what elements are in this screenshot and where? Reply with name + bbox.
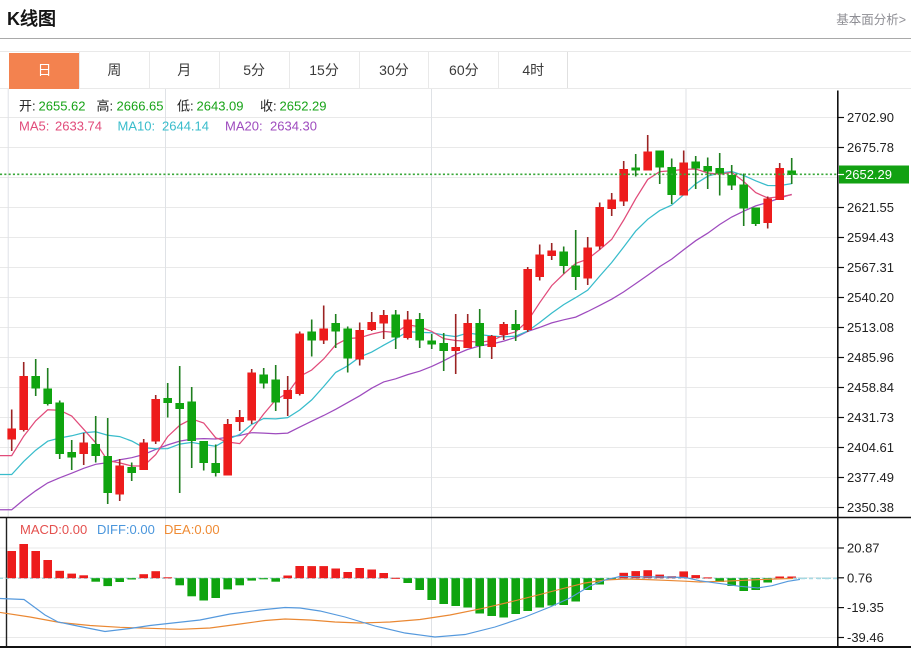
svg-text:2540.20: 2540.20 <box>847 290 894 305</box>
svg-text:2652.29: 2652.29 <box>280 99 327 114</box>
svg-text:高:: 高: <box>97 99 114 114</box>
svg-text:2431.73: 2431.73 <box>847 410 894 425</box>
svg-text:2652.29: 2652.29 <box>845 167 892 182</box>
svg-text:0.76: 0.76 <box>847 570 872 585</box>
svg-text:2644.14: 2644.14 <box>162 119 209 134</box>
svg-text:收:: 收: <box>260 99 277 114</box>
svg-text:2666.65: 2666.65 <box>117 99 164 114</box>
svg-text:MA10:: MA10: <box>118 119 156 134</box>
svg-text:MA20:: MA20: <box>225 119 263 134</box>
svg-text:2513.08: 2513.08 <box>847 320 894 335</box>
svg-text:2485.96: 2485.96 <box>847 350 894 365</box>
svg-text:MACD:0.00: MACD:0.00 <box>20 522 87 537</box>
svg-text:-39.46: -39.46 <box>847 630 884 645</box>
svg-text:-19.35: -19.35 <box>847 600 884 615</box>
svg-text:2702.90: 2702.90 <box>847 110 894 125</box>
svg-text:MA5:: MA5: <box>19 119 49 134</box>
svg-text:DEA:0.00: DEA:0.00 <box>164 522 220 537</box>
svg-text:开:: 开: <box>19 99 36 114</box>
svg-text:2634.30: 2634.30 <box>270 119 317 134</box>
svg-text:2350.38: 2350.38 <box>847 500 894 515</box>
svg-text:2621.55: 2621.55 <box>847 200 894 215</box>
svg-text:2675.78: 2675.78 <box>847 140 894 155</box>
svg-text:2567.31: 2567.31 <box>847 260 894 275</box>
svg-text:2404.61: 2404.61 <box>847 440 894 455</box>
svg-text:2377.49: 2377.49 <box>847 470 894 485</box>
svg-text:低:: 低: <box>177 99 194 114</box>
svg-text:2458.84: 2458.84 <box>847 380 894 395</box>
svg-text:DIFF:0.00: DIFF:0.00 <box>97 522 155 537</box>
svg-text:20.87: 20.87 <box>847 541 880 556</box>
svg-text:2633.74: 2633.74 <box>55 119 102 134</box>
svg-text:2655.62: 2655.62 <box>39 99 86 114</box>
svg-text:2594.43: 2594.43 <box>847 230 894 245</box>
svg-text:2643.09: 2643.09 <box>197 99 244 114</box>
